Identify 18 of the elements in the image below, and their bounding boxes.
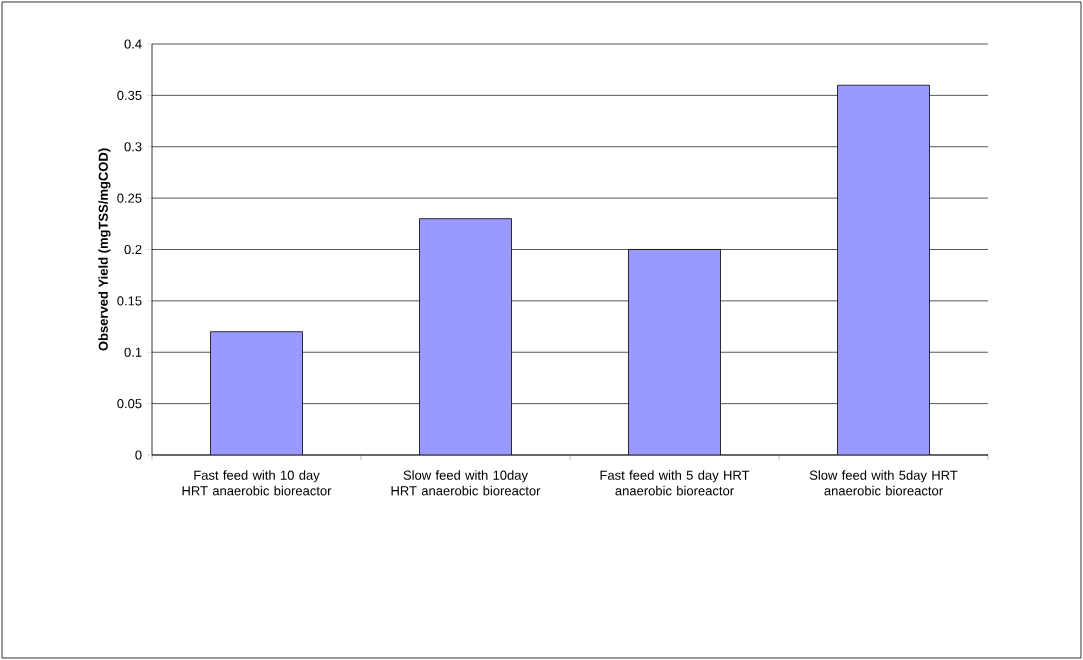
y-tick-label: 0.05 xyxy=(117,399,142,409)
y-tick-label: 0 xyxy=(135,450,142,460)
y-tick-label: 0.4 xyxy=(124,39,142,49)
bar xyxy=(210,331,303,455)
y-tick-label: 0.2 xyxy=(124,244,142,255)
y-axis-title: Observed Yield (mgTSS/mgCOD) xyxy=(98,148,111,351)
x-tick-label: Slow feed with 5day HRT anaerobic bioreactor xyxy=(809,470,958,496)
y-tick-label: 0.3 xyxy=(124,142,142,152)
x-tick-label: Fast feed with 10 day HRT anaerobic bioreactor xyxy=(182,470,332,496)
bar xyxy=(419,218,512,455)
y-tick-label: 0.25 xyxy=(117,193,142,203)
y-tick-label: 0.35 xyxy=(117,90,142,100)
x-tick-label: Slow feed with 10day HRT anaerobic bioreactor xyxy=(391,470,541,496)
bar xyxy=(628,249,721,455)
x-tick-label: Fast feed with 5 day HRT anaerobic bioreactor xyxy=(600,470,750,496)
y-tick-label: 0.1 xyxy=(124,347,142,357)
bar xyxy=(837,84,930,455)
y-tick-label: 0.15 xyxy=(117,296,142,306)
